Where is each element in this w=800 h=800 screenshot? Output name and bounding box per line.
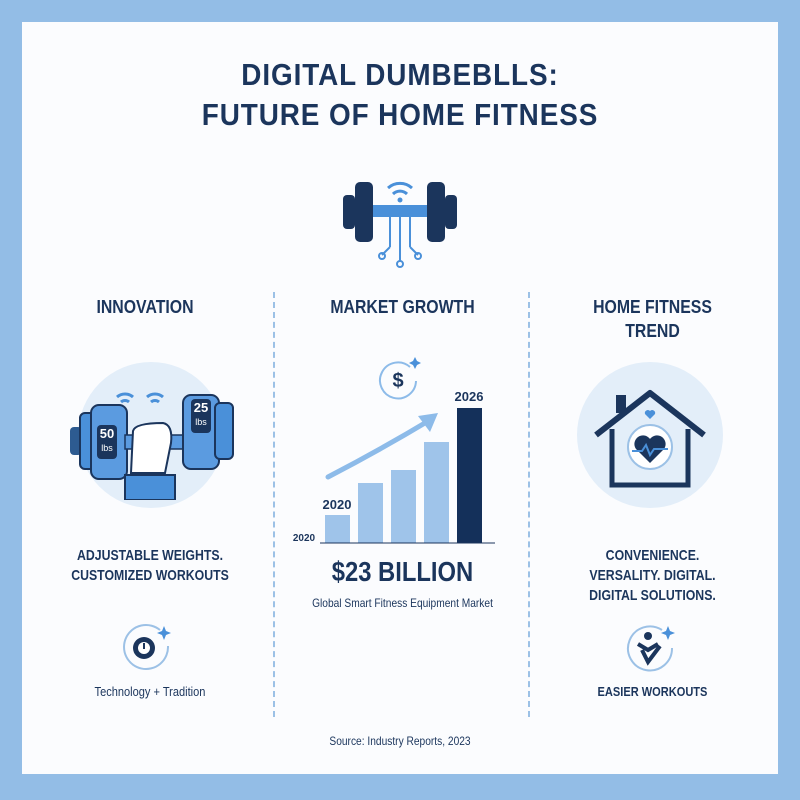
weight-display-left: 50 lbs (99, 426, 115, 454)
hand-dumbbell-icon (70, 392, 234, 500)
source-note: Source: Industry Reports, 2023 (329, 734, 471, 748)
weight-display-right: 25 lbs (193, 400, 209, 428)
chart-bar (457, 408, 482, 543)
chart-axis-label: 2020 (293, 533, 316, 544)
chart-bar (424, 442, 449, 543)
smart-dumbbell-icon (343, 181, 457, 268)
innovation-text: ADJUSTABLE WEIGHTS. CUSTOMIZED WORKOUTS (71, 547, 229, 584)
chart-bar-label: 2020 (323, 497, 352, 512)
column-divider (528, 292, 530, 717)
dollar-icon: $ (379, 357, 421, 400)
home-footer: EASIER WORKOUTS (597, 684, 708, 699)
chart-bar (325, 515, 350, 543)
market-value: $23 BILLION (331, 556, 474, 587)
market-caption: Global Smart Fitness Equipment Market (312, 596, 493, 610)
home-text: CONVENIENCE. VERSALITY. DIGITAL. DIGITAL S… (589, 547, 716, 604)
person-check-icon (627, 625, 675, 672)
chart-bar (391, 470, 416, 543)
column-divider (273, 292, 275, 717)
market-bar-chart: 2020 2020 2026 (293, 389, 495, 544)
chart-bar (358, 483, 383, 543)
gear-power-icon (123, 623, 171, 670)
svg-text:$: $ (392, 370, 403, 392)
innovation-heading: INNOVATION (96, 297, 194, 317)
growth-arrow (325, 417, 433, 480)
market-heading: MARKET GROWTH (330, 297, 475, 317)
house-heart-icon (594, 390, 706, 488)
growth-arrowhead (418, 413, 438, 432)
home-heading: HOME FITNESS TREND (593, 297, 712, 341)
chart-bar-label: 2026 (455, 389, 484, 404)
page-title: DIGITAL DUMBEBLLS: FUTURE OF HOME FITNESS (201, 57, 599, 132)
innovation-footer: Technology + Tradition (94, 684, 206, 699)
